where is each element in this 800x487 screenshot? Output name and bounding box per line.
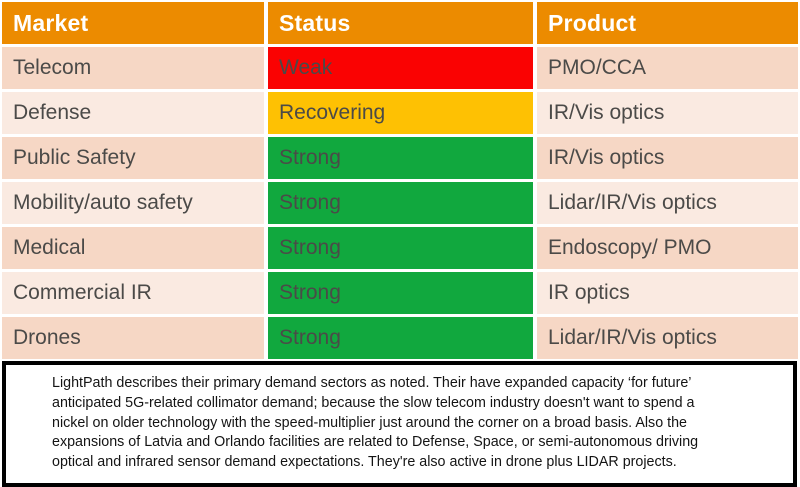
status-cell: Strong — [268, 272, 533, 314]
product-cell: Lidar/IR/Vis optics — [537, 182, 798, 224]
status-cell: Weak — [268, 47, 533, 89]
market-cell: Mobility/auto safety — [2, 182, 264, 224]
product-cell: IR/Vis optics — [537, 137, 798, 179]
note-line: optical and infrared sensor demand expec… — [52, 454, 677, 471]
note-line: LightPath describes their primary demand… — [52, 375, 692, 391]
market-cell: Public Safety — [2, 137, 264, 179]
analyst-note-box: LightPath describes their primary demand… — [2, 361, 797, 487]
market-cell: Drones — [2, 317, 264, 359]
column-header-market: Market — [2, 2, 264, 44]
note-line: anticipated 5G-related collimator demand… — [52, 394, 695, 411]
product-cell: Endoscopy/ PMO — [537, 227, 798, 269]
product-cell: IR optics — [537, 272, 798, 314]
market-cell: Medical — [2, 227, 264, 269]
note-line: expansions of Latvia and Orlando facilit… — [52, 434, 699, 451]
product-cell: Lidar/IR/Vis optics — [537, 317, 798, 359]
product-cell: IR/Vis optics — [537, 92, 798, 134]
status-cell: Strong — [268, 227, 533, 269]
status-cell: Recovering — [268, 92, 533, 134]
status-cell: Strong — [268, 182, 533, 224]
market-cell: Commercial IR — [2, 272, 264, 314]
product-cell: PMO/CCA — [537, 47, 798, 89]
status-cell: Strong — [268, 137, 533, 179]
market-cell: Telecom — [2, 47, 264, 89]
column-header-status: Status — [268, 2, 533, 44]
demand-table: Market Status Product Telecom Weak PMO/CCA… — [2, 2, 798, 359]
note-line: nickel on older technology with the spee… — [52, 414, 687, 431]
market-cell: Defense — [2, 92, 264, 134]
status-cell: Strong — [268, 317, 533, 359]
column-header-product: Product — [537, 2, 798, 44]
